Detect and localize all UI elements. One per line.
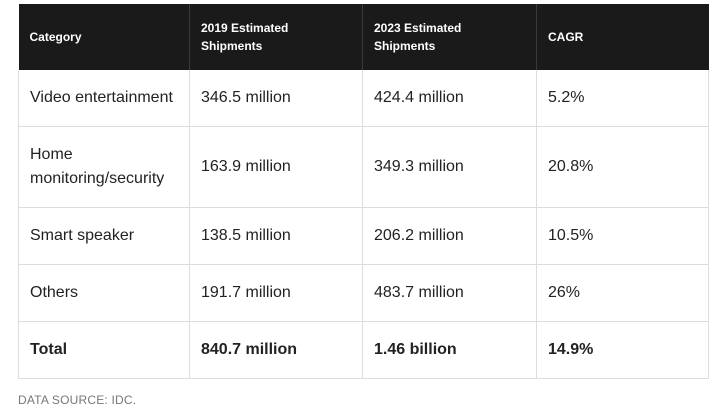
header-row: Category 2019 Estimated Shipments 2023 E… (18, 4, 709, 70)
table-row: Others 191.7 million 483.7 million 26% (18, 264, 709, 322)
cell-category: Smart speaker (18, 207, 190, 265)
cell-cagr: 10.5% (536, 207, 709, 265)
cell-2023: 424.4 million (362, 70, 537, 127)
total-label: Total (18, 321, 190, 379)
total-row: Total 840.7 million 1.46 billion 14.9% (18, 321, 709, 379)
table-row: Smart speaker 138.5 million 206.2 millio… (18, 207, 709, 265)
cell-2019: 163.9 million (189, 126, 363, 208)
cell-category: Home monitoring/security (18, 126, 190, 208)
table-row: Video entertainment 346.5 million 424.4 … (18, 70, 709, 127)
table-header: Category 2019 Estimated Shipments 2023 E… (18, 4, 709, 70)
cell-2023: 483.7 million (362, 264, 537, 322)
cell-2019: 191.7 million (189, 264, 363, 322)
cell-2023: 206.2 million (362, 207, 537, 265)
cell-2019: 346.5 million (189, 70, 363, 127)
cell-cagr: 26% (536, 264, 709, 322)
header-2019-shipments: 2019 Estimated Shipments (189, 4, 363, 70)
table-body: Video entertainment 346.5 million 424.4 … (18, 70, 709, 379)
cell-2023: 349.3 million (362, 126, 537, 208)
data-source-note: DATA SOURCE: IDC. (18, 393, 137, 407)
total-cagr: 14.9% (536, 321, 709, 379)
table-row: Home monitoring/security 163.9 million 3… (18, 126, 709, 208)
cell-cagr: 5.2% (536, 70, 709, 127)
cell-category: Video entertainment (18, 70, 190, 127)
shipments-table: Category 2019 Estimated Shipments 2023 E… (18, 4, 709, 379)
cell-cagr: 20.8% (536, 126, 709, 208)
header-2023-shipments: 2023 Estimated Shipments (362, 4, 537, 70)
header-cagr: CAGR (536, 4, 709, 70)
total-2023: 1.46 billion (362, 321, 537, 379)
shipments-table-container: Category 2019 Estimated Shipments 2023 E… (18, 4, 709, 379)
cell-2019: 138.5 million (189, 207, 363, 265)
header-category: Category (18, 4, 190, 70)
cell-category: Others (18, 264, 190, 322)
total-2019: 840.7 million (189, 321, 363, 379)
